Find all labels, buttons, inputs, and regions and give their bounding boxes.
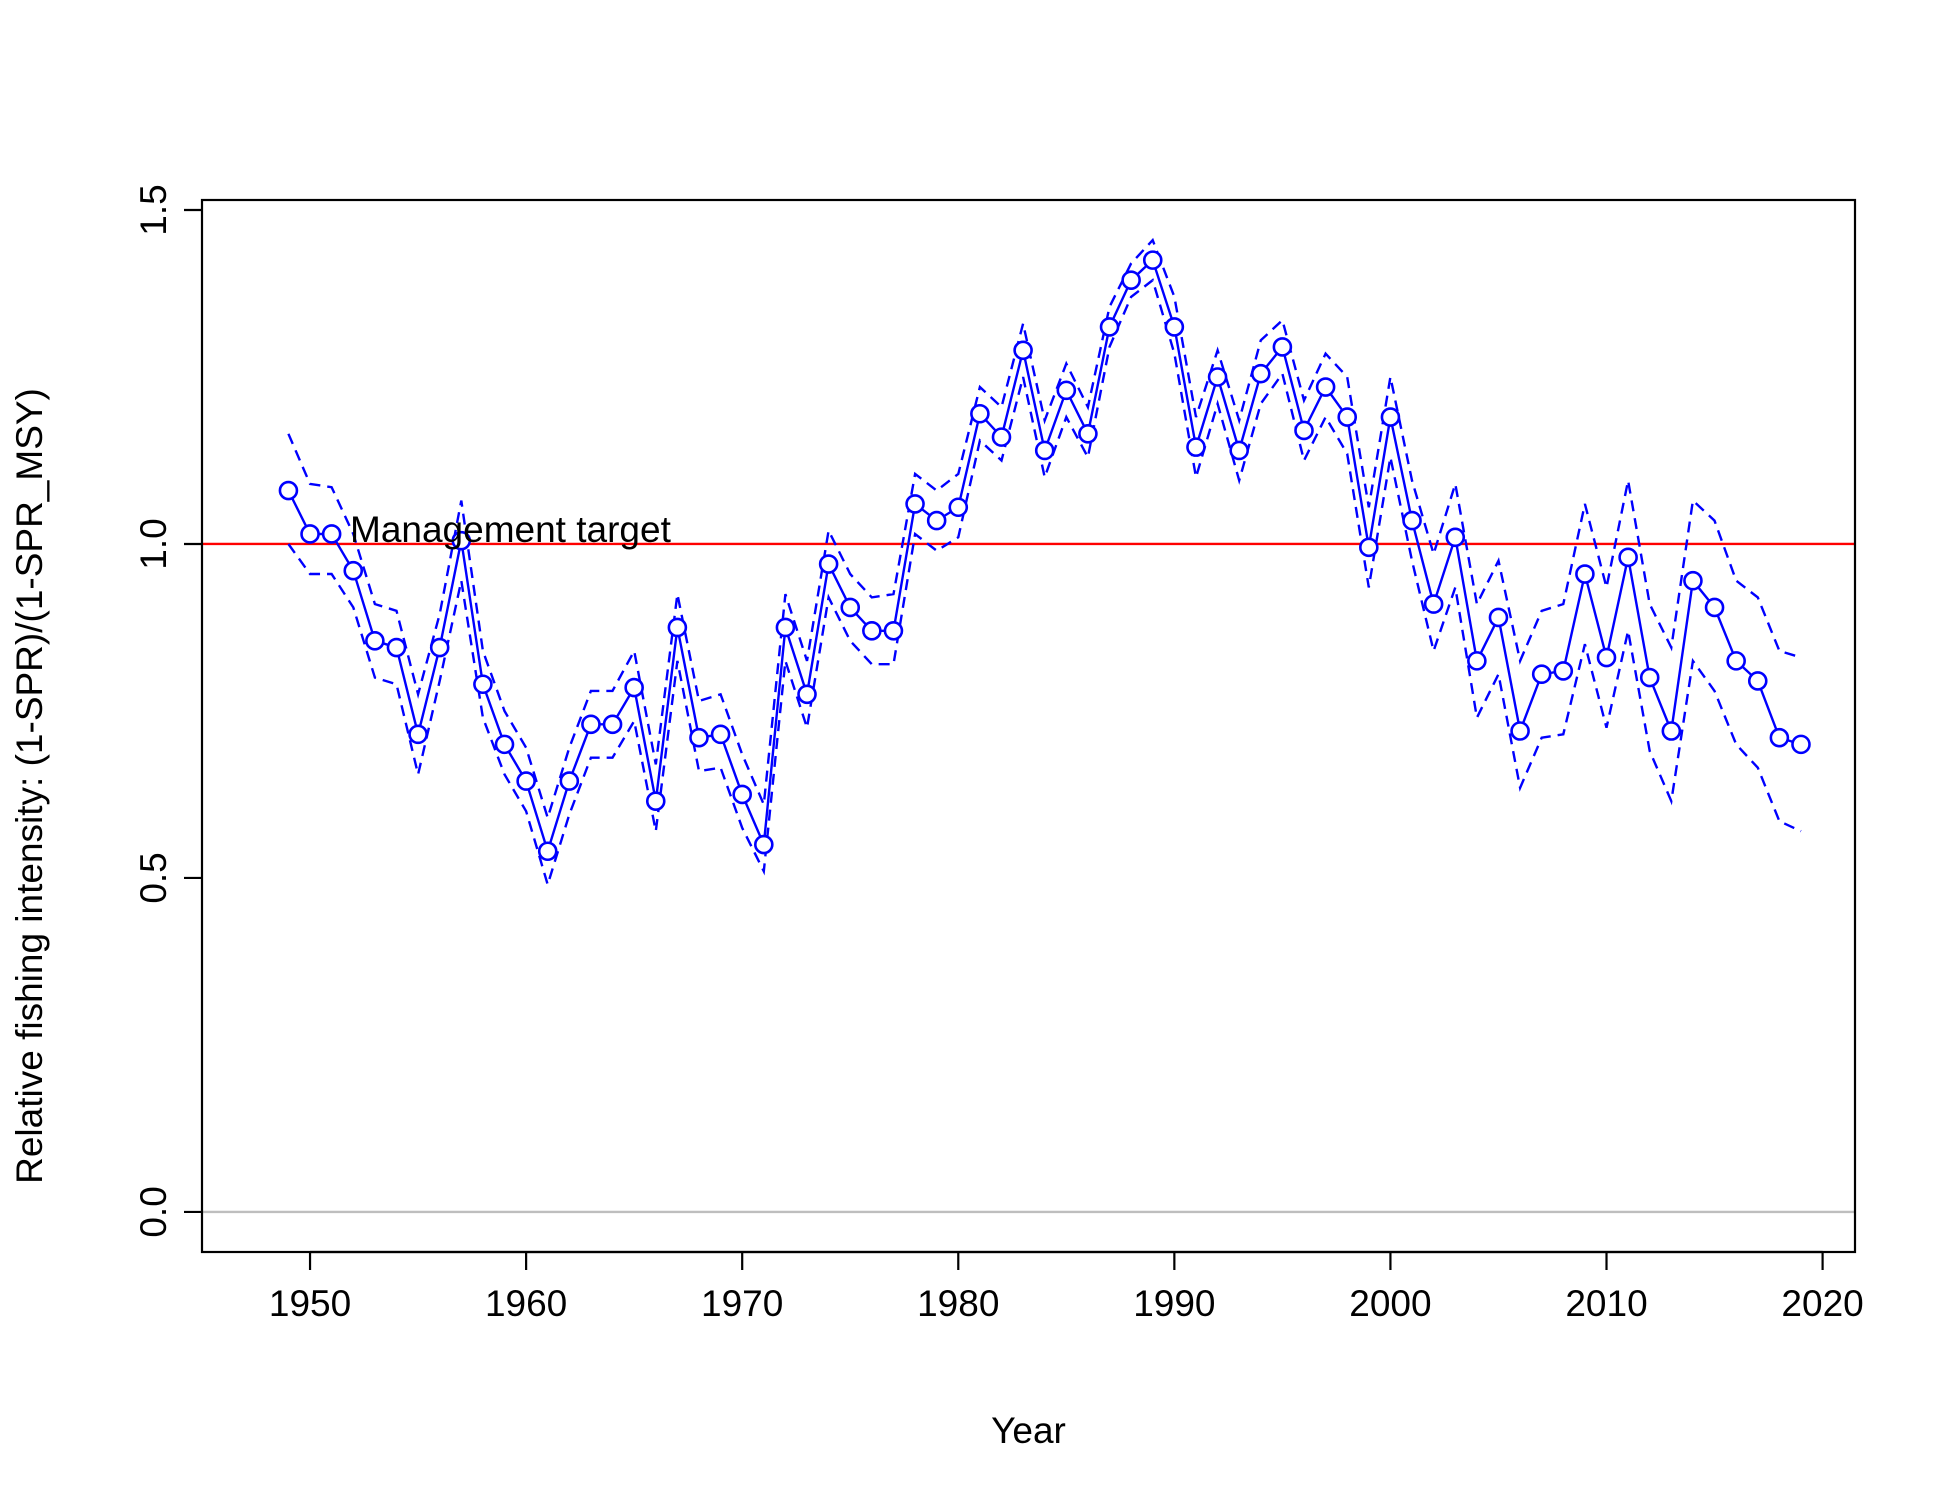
y-axis-title: Relative fishing intensity: (1-SPR)/(1-S… (9, 388, 50, 1184)
data-point (667, 617, 688, 638)
upper-interval-line (287, 237, 1802, 822)
data-point (343, 560, 364, 581)
data-point (1402, 510, 1422, 531)
data-point (948, 497, 969, 518)
data-point (1661, 721, 1682, 741)
data-point (1467, 651, 1487, 671)
data-point (1531, 664, 1552, 685)
axes: 1950 1960 1970 1980 1990 2000 2010 2020 0.0 0.5 1.… (133, 184, 1864, 1324)
data-point (624, 677, 644, 698)
data-point (516, 771, 536, 791)
data-point (1272, 337, 1293, 357)
data-point (1315, 377, 1336, 397)
data-point (1359, 537, 1379, 558)
data-point (278, 480, 299, 501)
data-point (1142, 250, 1163, 270)
data-point (775, 617, 796, 638)
y-tick-label: 1.5 (133, 184, 174, 235)
data-point (862, 621, 882, 641)
data-point (1056, 380, 1077, 401)
data-point (1121, 270, 1141, 290)
data-point (1726, 651, 1746, 671)
data-point (1250, 363, 1271, 384)
data-point (1078, 423, 1098, 444)
x-tick-label: 2000 (1349, 1283, 1431, 1324)
data-point (1164, 317, 1185, 337)
data-point (1337, 407, 1358, 427)
data-point (559, 771, 580, 791)
data-point (689, 727, 709, 748)
data-point (818, 554, 839, 574)
data-point (537, 841, 558, 862)
data-point (1510, 721, 1530, 741)
data-point (645, 791, 666, 811)
data-point (883, 621, 904, 641)
data-point (451, 530, 472, 551)
series-layer (278, 237, 1811, 889)
x-tick-label: 2010 (1565, 1283, 1647, 1324)
x-tick-label: 1960 (485, 1283, 567, 1324)
management-target-label: Management target (350, 509, 672, 550)
data-point (408, 724, 428, 745)
x-tick-label: 1950 (269, 1283, 351, 1324)
data-point (840, 597, 861, 618)
data-point (1791, 734, 1811, 755)
data-point (1445, 527, 1466, 548)
data-point (1186, 437, 1206, 457)
x-tick-label: 2020 (1781, 1283, 1863, 1324)
data-point (1034, 440, 1055, 461)
data-point (1575, 564, 1595, 584)
data-point (1553, 661, 1574, 681)
data-point (1423, 594, 1444, 614)
data-point (300, 524, 320, 544)
data-point (1683, 570, 1703, 591)
data-point (581, 714, 601, 735)
data-point (926, 510, 947, 531)
data-point (710, 724, 731, 745)
data-point (1704, 597, 1725, 618)
x-tick-label: 1980 (917, 1283, 999, 1324)
data-point (473, 674, 493, 695)
data-point (1380, 407, 1401, 427)
data-point (602, 714, 623, 735)
data-point (905, 494, 925, 514)
data-point (386, 637, 407, 658)
y-tick-label: 0.0 (133, 1186, 174, 1237)
y-tick-label: 0.5 (133, 852, 174, 903)
x-axis-title: Year (991, 1410, 1066, 1451)
lower-interval-line (287, 278, 1802, 889)
data-point (1639, 667, 1660, 688)
data-point (1294, 420, 1314, 441)
data-point (1769, 727, 1790, 748)
data-point (429, 637, 450, 658)
data-point (732, 784, 752, 805)
data-point (1488, 607, 1509, 628)
data-point (970, 403, 990, 424)
y-tick-label: 1.0 (133, 518, 174, 569)
data-point (754, 834, 774, 855)
data-point (1207, 367, 1228, 387)
x-tick-label: 1990 (1133, 1283, 1215, 1324)
data-point (494, 734, 515, 755)
x-tick-label: 1970 (701, 1283, 783, 1324)
data-point (1229, 440, 1249, 461)
data-point (1013, 340, 1033, 361)
data-point (797, 684, 817, 705)
data-point (1596, 647, 1617, 668)
data-point (321, 524, 342, 544)
data-point (1099, 317, 1120, 337)
reference-lines (202, 542, 1855, 1214)
data-point (1618, 547, 1638, 568)
data-point (991, 427, 1012, 447)
data-point (365, 631, 385, 651)
data-point (1747, 671, 1768, 691)
